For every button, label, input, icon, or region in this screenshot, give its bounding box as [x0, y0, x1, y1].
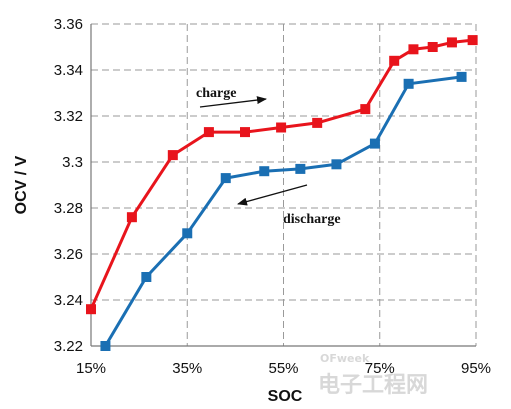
watermark-text: 电子工程网	[318, 373, 428, 398]
annotation-discharge: discharge	[283, 212, 341, 227]
series-0-marker	[467, 35, 478, 46]
annotation-discharge-arrow	[237, 184, 308, 206]
series-0-marker	[126, 212, 137, 223]
x-tick-label: 15%	[76, 360, 106, 377]
series-1-marker	[295, 163, 306, 174]
y-tick-label: 3.34	[54, 62, 83, 79]
series-0-marker	[276, 122, 287, 133]
x-tick-label: 95%	[461, 360, 491, 377]
y-axis-title: OCV / V	[13, 155, 30, 214]
y-tick-label: 3.32	[54, 108, 83, 125]
series-1-marker	[403, 78, 414, 89]
series-line-0	[89, 38, 473, 310]
x-tick-label: 55%	[268, 360, 298, 377]
axes	[90, 24, 476, 347]
gridlines	[91, 23, 477, 346]
series-1-marker	[456, 71, 467, 82]
series-1-marker	[100, 341, 111, 351]
series-layer	[86, 35, 478, 351]
series-0-marker	[360, 104, 371, 115]
y-tick-label: 3.26	[54, 246, 83, 263]
series-1-marker	[141, 272, 152, 282]
series-1-marker	[369, 138, 380, 149]
x-tick-label: 35%	[172, 360, 202, 377]
series-0-marker	[86, 304, 96, 315]
series-1-marker	[331, 159, 342, 170]
annotations: charge discharge	[196, 86, 341, 227]
series-0-marker	[312, 117, 323, 128]
series-0-marker	[167, 150, 178, 161]
y-tick-label: 3.24	[54, 292, 83, 309]
watermark-badge: OFweek	[320, 352, 370, 365]
series-0-marker	[408, 44, 419, 55]
tick-labels: 3.22 3.24 3.26 3.28 3.3 3.32 3.34 3.36 15% 35% 55%…	[54, 16, 491, 377]
series-0-marker	[446, 37, 457, 48]
x-axis-title: SOC	[268, 388, 303, 405]
series-0-marker	[427, 42, 438, 52]
series-1-marker	[182, 228, 193, 239]
series-line-1	[104, 75, 462, 347]
y-tick-label: 3.22	[54, 338, 83, 355]
y-tick-label: 3.28	[54, 200, 83, 217]
annotation-charge: charge	[196, 86, 236, 101]
series-1-marker	[259, 166, 270, 177]
series-0-marker	[389, 55, 400, 66]
y-tick-label: 3.3	[62, 154, 83, 171]
series-1-marker	[220, 173, 231, 184]
annotation-charge-arrow	[199, 96, 267, 108]
y-tick-label: 3.36	[54, 16, 83, 33]
series-0-marker	[203, 127, 214, 138]
x-tick-label: 75%	[365, 360, 395, 377]
series-0-marker	[240, 127, 250, 138]
watermark: OFweek 电子工程网	[318, 352, 428, 398]
